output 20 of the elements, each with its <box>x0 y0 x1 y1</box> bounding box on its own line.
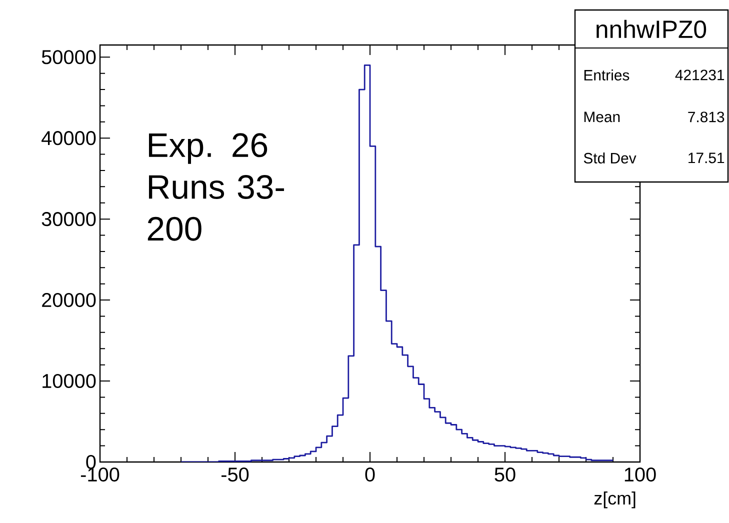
text: nnhwIPZ0 <box>596 20 706 38</box>
x-tick-label: 50 <box>494 468 516 482</box>
y-tick-label: 30000 <box>42 212 96 226</box>
text: 7.813 <box>688 112 724 122</box>
annotation: Mean <box>584 112 620 122</box>
x-tick-label: 0 <box>365 468 375 482</box>
y-tick-label: 10000 <box>42 374 96 388</box>
x-tick-label: -100 <box>80 468 120 482</box>
y-tick-label: 50000 <box>42 50 96 64</box>
text: 17.51 <box>688 152 724 164</box>
x-tick-label: -50 <box>222 468 249 482</box>
annotation: Exp. 26 Runs 33-200 <box>148 133 284 241</box>
y-tick-label: 40000 <box>42 131 96 146</box>
annotation: Std Dev <box>584 152 636 164</box>
y-tick-label: 20000 <box>42 292 96 308</box>
text: 421231 <box>675 70 724 80</box>
y-tick-label: 0 <box>86 454 96 470</box>
x-tick-label: 100 <box>624 468 656 482</box>
annotation: Entries <box>584 70 630 80</box>
x-axis-title: z[cm] <box>594 492 636 508</box>
